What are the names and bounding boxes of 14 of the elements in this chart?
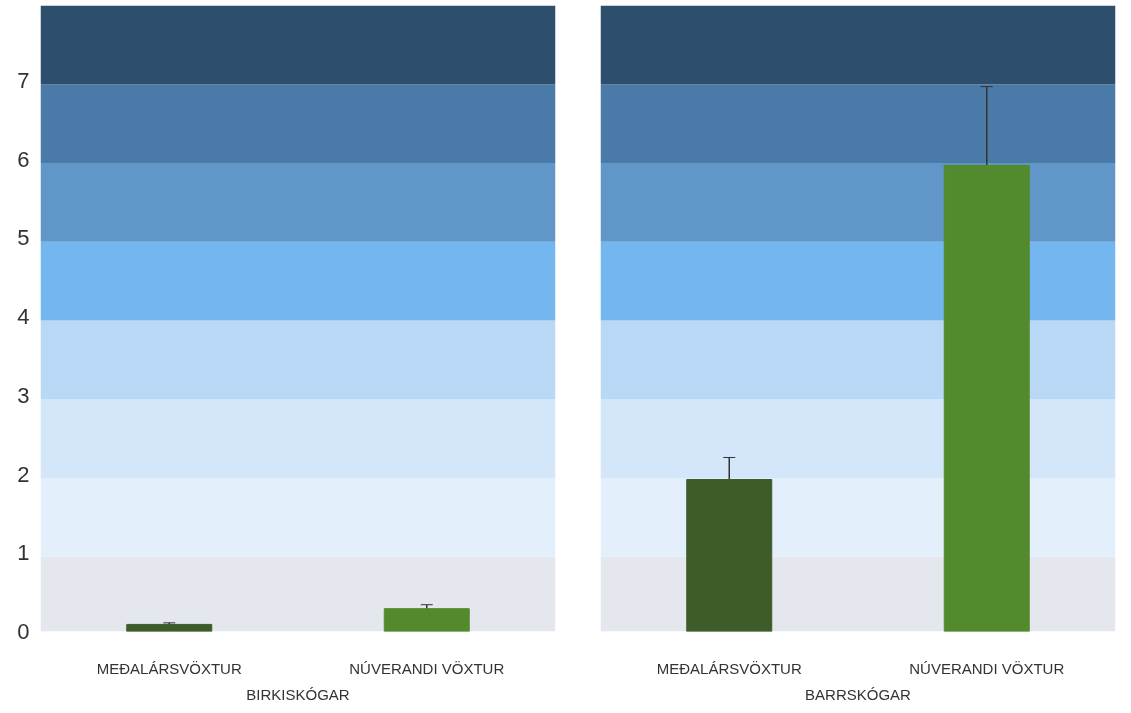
x-tick-label: NÚVERANDI VÖXTUR: [349, 659, 505, 677]
x-axis-title: BARRSKÓGAR: [805, 685, 912, 703]
x-tick-label: NÚVERANDI VÖXTUR: [909, 659, 1065, 677]
y-tick-label: 6: [17, 146, 30, 172]
y-tick-label: 1: [17, 540, 30, 566]
y-tick-label: 7: [17, 67, 30, 93]
y-tick-label: 5: [17, 225, 30, 251]
y-tick-label: 4: [17, 304, 30, 330]
y-tick-label: 0: [17, 619, 30, 644]
x-tick-label: MEÐALÁRSVÖXTUR: [656, 659, 802, 677]
x-tick-label: MEÐALÁRSVÖXTUR: [96, 659, 242, 677]
x-axis-title: BIRKISKÓGAR: [246, 685, 350, 703]
y-tick-label: 2: [17, 461, 30, 487]
y-tick-label: 3: [17, 382, 30, 408]
